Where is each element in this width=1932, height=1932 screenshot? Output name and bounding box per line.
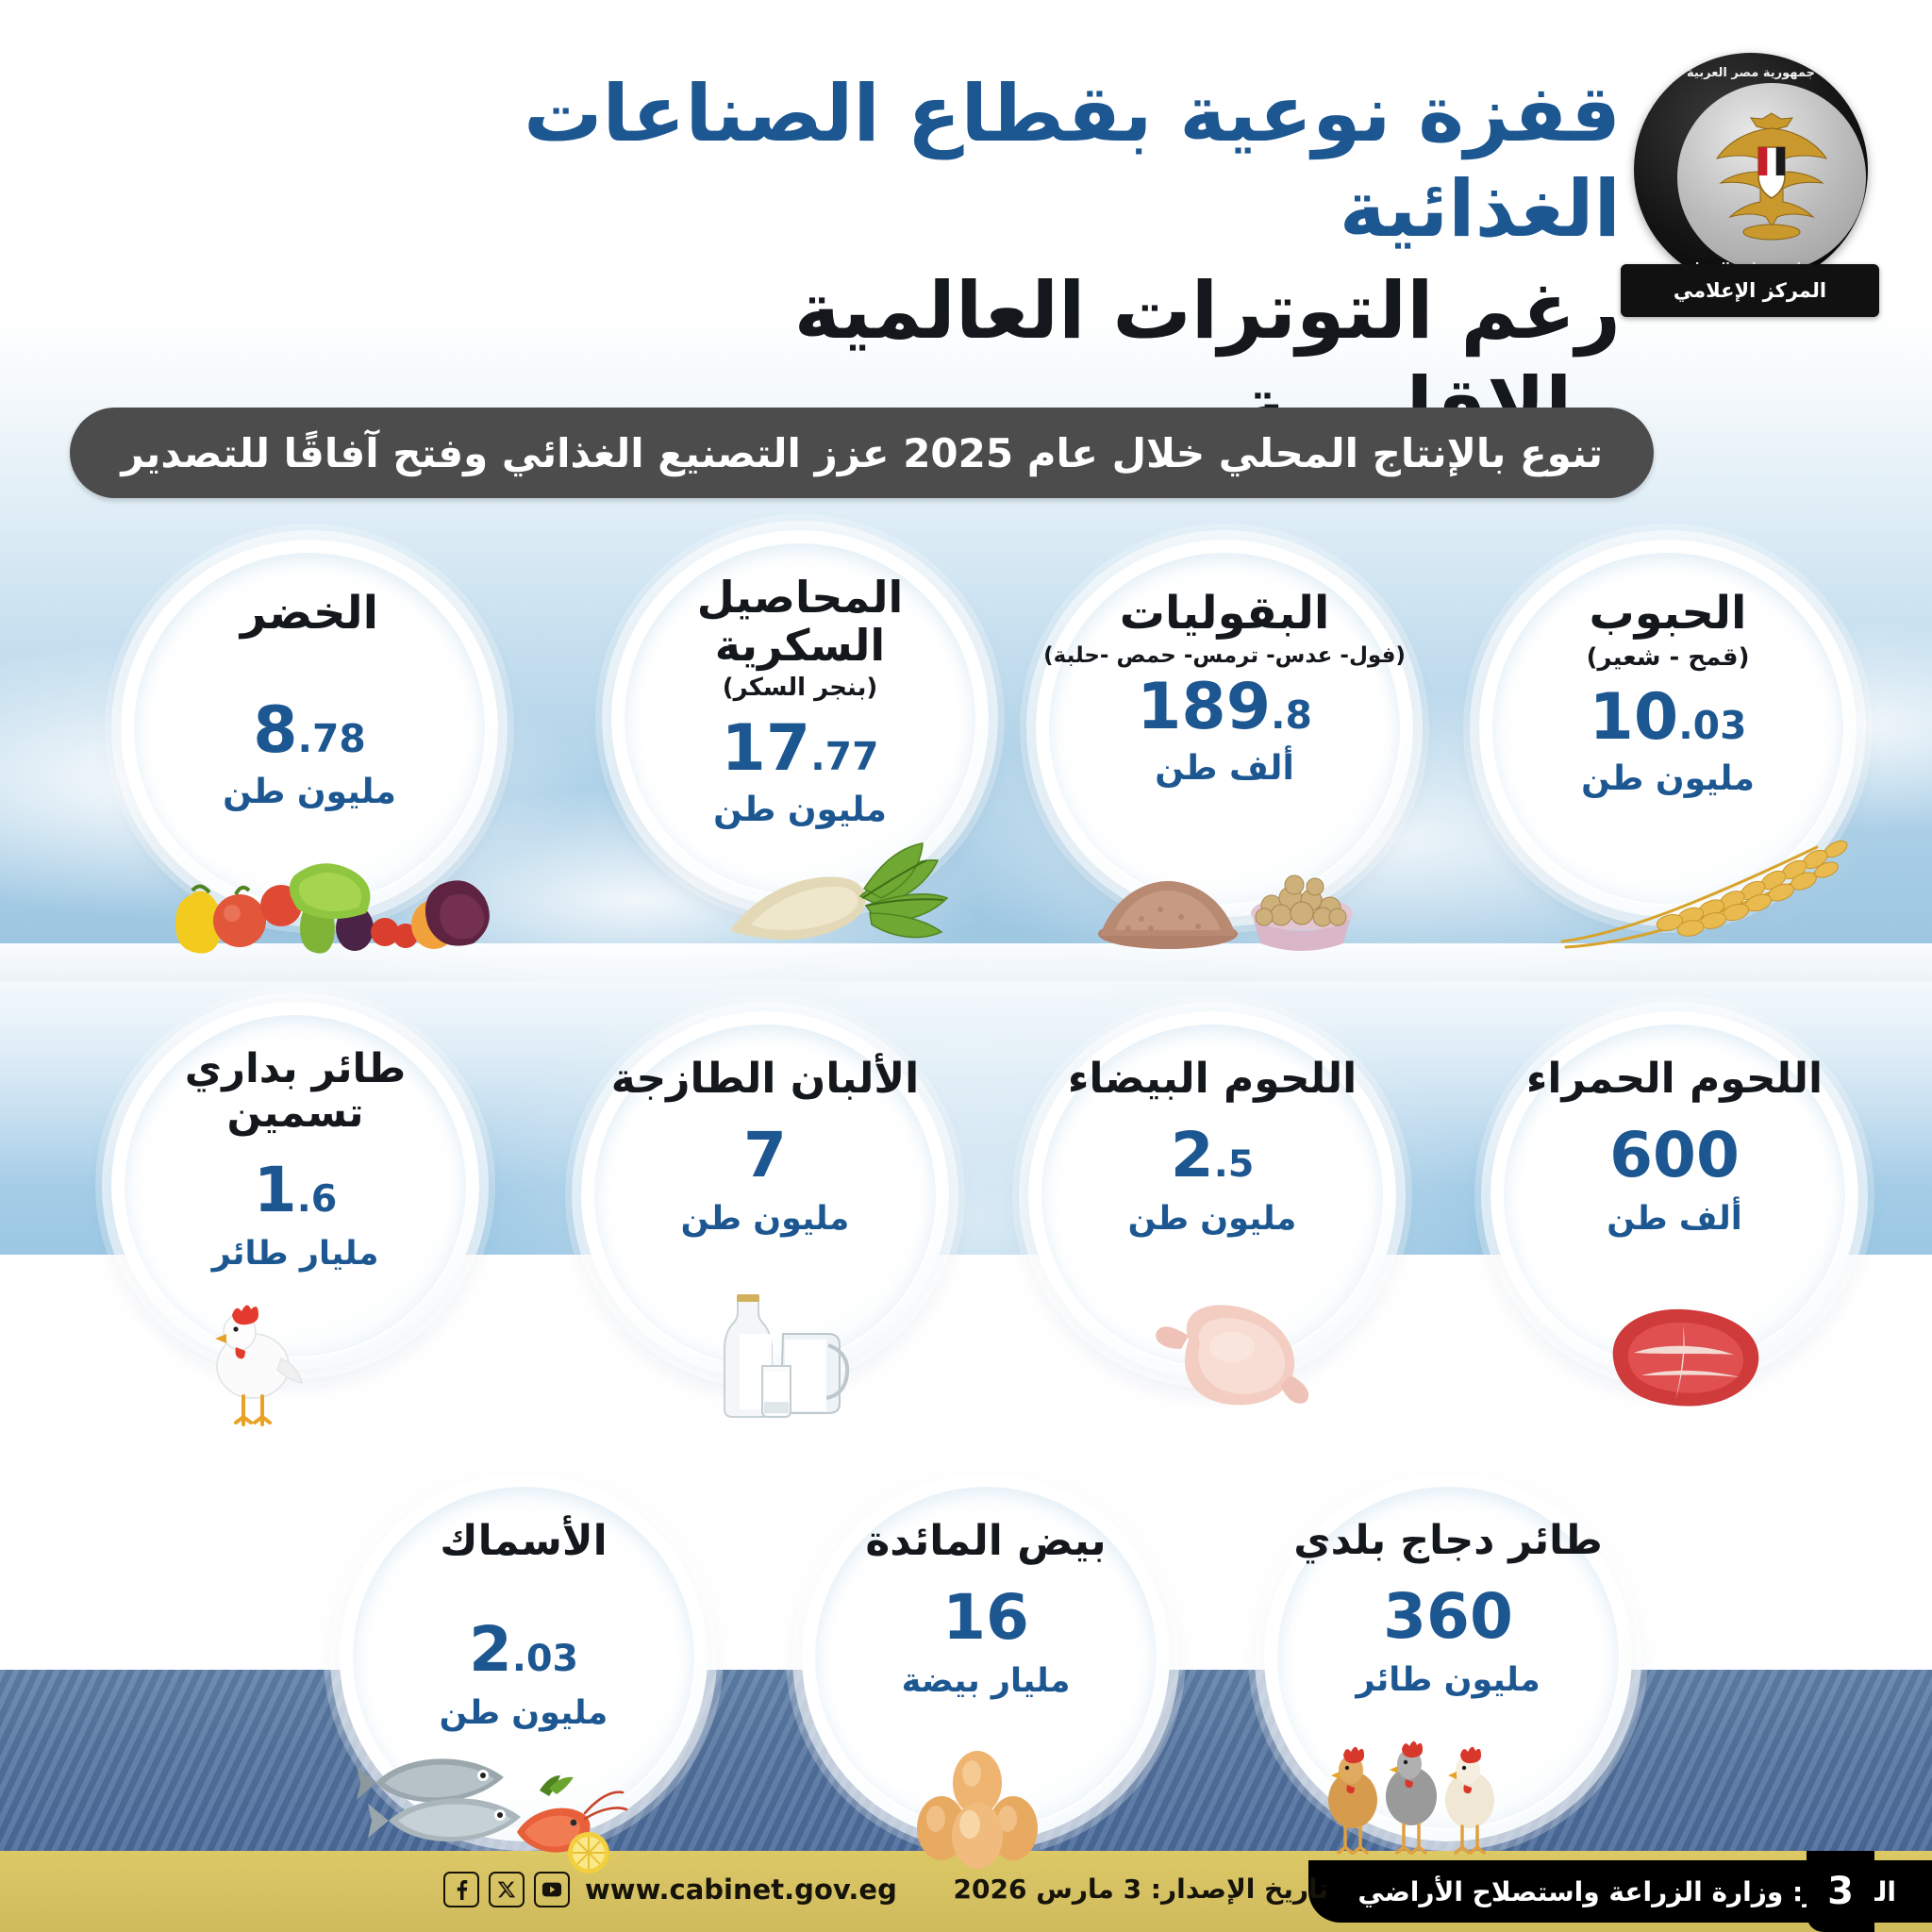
bubble-value-dec: .77 — [810, 733, 879, 779]
eagle-of-saladin-icon — [1715, 112, 1828, 241]
bubble-label: بيض المائدة — [865, 1517, 1107, 1565]
stat-bubble-legumes[interactable]: البقوليات (فول- عدس- ترمس- حمص -حلبة) 18… — [1036, 540, 1413, 917]
bubble-value-int: 360 — [1383, 1580, 1513, 1654]
bubble-value: 17.77 — [722, 702, 879, 781]
bubble-value: 8.78 — [253, 639, 366, 763]
bubble-unit: مليار بيضة — [901, 1662, 1071, 1701]
bubble-unit: ألف طن — [1607, 1200, 1742, 1239]
bubble-value: 360 — [1383, 1563, 1513, 1648]
bubble-value: 2.03 — [469, 1564, 578, 1681]
bubble-label: الخضر — [240, 587, 379, 640]
bubble-value-int: 16 — [942, 1581, 1029, 1655]
source-text: المصدر: وزارة الزراعة واستصلاح الأراضي — [1357, 1875, 1896, 1907]
bubble-value: 1.6 — [254, 1137, 338, 1222]
bubble-value: 16 — [942, 1564, 1029, 1649]
stat-bubble-baladi-chicken[interactable]: طائر دجاج بلدي 360 مليون طائر — [1264, 1474, 1632, 1841]
bubble-value: 2.5 — [1171, 1102, 1255, 1187]
bubble-unit: مليون طن — [1127, 1200, 1297, 1239]
stat-bubble-fresh-dairy[interactable]: الألبان الطازجة 7 مليون طن — [581, 1011, 949, 1379]
bubble-value-int: 7 — [743, 1119, 787, 1192]
bubble-value: 10.03 — [1590, 671, 1747, 750]
bubble-unit: مليون طن — [713, 790, 887, 829]
bubble-unit: مليون طن — [680, 1200, 850, 1239]
bubble-value-int: 2 — [468, 1613, 512, 1687]
bubble-sublabel: (بنجر السكر) — [722, 674, 878, 703]
stat-bubble-white-meat[interactable]: اللحوم البيضاء 2.5 مليون طن — [1028, 1011, 1396, 1379]
stat-bubble-sugar-crops[interactable]: المحاصيل السكرية (بنجر السكر) 17.77 مليو… — [611, 530, 989, 908]
bubble-label: الألبان الطازجة — [610, 1055, 920, 1103]
bubble-value-dec: .03 — [1678, 703, 1747, 749]
youtube-icon[interactable] — [534, 1872, 570, 1907]
bubble-unit: مليون طن — [439, 1694, 608, 1733]
bubble-label: الأسماك — [440, 1517, 608, 1565]
page-number-tab: 3 — [1807, 1851, 1874, 1932]
bubble-unit: مليون طن — [1581, 759, 1755, 799]
bubble-label: طائر دجاج بلدي — [1293, 1517, 1603, 1564]
header: قفزة نوعية بقطاع الصناعات الغذائية رغم ا… — [0, 0, 1932, 452]
issue-date: تاريخ الإصدار: 3 مارس 2026 — [953, 1874, 1328, 1905]
cabinet-logo: جمهورية مصر العربية رئاسة مجلس الوزراء ا — [1613, 45, 1887, 328]
x-icon[interactable] — [489, 1872, 525, 1907]
bubble-value-int: 600 — [1609, 1119, 1740, 1192]
bubble-value-dec: .8 — [1271, 692, 1312, 739]
bubble-value-int: 17 — [721, 710, 811, 786]
bubble-value-int: 8 — [253, 692, 298, 768]
page-number: 3 — [1827, 1870, 1854, 1913]
bubble-unit: مليار طائر — [211, 1234, 379, 1273]
bubble-unit: مليون طائر — [1356, 1661, 1541, 1700]
bubble-value-int: 1 — [253, 1153, 297, 1226]
logo-banner-text: المركز الإعلامي — [1673, 279, 1827, 302]
bubble-value-dec: .78 — [297, 715, 366, 761]
bubble-sublabel: (فول- عدس- ترمس- حمص -حلبة) — [1043, 642, 1406, 668]
stat-bubble-table-eggs[interactable]: بيض المائدة 16 مليار بيضة — [802, 1474, 1170, 1841]
bubble-sublabel: (قمح - شعير) — [1586, 642, 1750, 672]
bubble-value-dec: .03 — [511, 1637, 579, 1681]
title-line-1: قفزة نوعية بقطاع الصناعات الغذائية — [524, 68, 1622, 256]
bubble-value-dec: .6 — [296, 1176, 338, 1221]
stat-bubble-fish[interactable]: الأسماك 2.03 مليون طن — [340, 1474, 708, 1841]
stat-bubble-broiler-birds[interactable]: طائر بداري تسمين 1.6 مليار طائر — [111, 1002, 479, 1370]
footer-bar: المصدر: وزارة الزراعة واستصلاح الأراضي ت… — [0, 1851, 1932, 1932]
bubble-label: طائر بداري تسمين — [184, 1045, 407, 1138]
logo-outer-ring: جمهورية مصر العربية رئاسة مجلس الوزراء — [1634, 53, 1868, 287]
logo-banner: المركز الإعلامي — [1621, 264, 1879, 317]
bubble-unit: ألف طن — [1155, 749, 1294, 789]
bubble-label: المحاصيل السكرية — [696, 572, 904, 671]
bubble-value-int: 2 — [1170, 1119, 1214, 1192]
bubble-label: البقوليات — [1119, 587, 1330, 640]
subtitle-banner: تنوع بالإنتاج المحلي خلال عام 2025 عزز ا… — [70, 408, 1654, 498]
bubble-value: 189.8 — [1137, 668, 1312, 740]
facebook-icon[interactable] — [443, 1872, 479, 1907]
bubble-label: الحبوب — [1589, 587, 1747, 640]
website-url[interactable]: www.cabinet.gov.eg — [585, 1874, 897, 1906]
bubble-value-int: 189 — [1137, 670, 1272, 745]
page-title: قفزة نوعية بقطاع الصناعات الغذائية رغم ا… — [394, 66, 1622, 454]
logo-ring-top-text: جمهورية مصر العربية — [1687, 66, 1815, 80]
bubble-value-dec: .5 — [1213, 1142, 1255, 1187]
bubble-label: اللحوم البيضاء — [1067, 1055, 1357, 1103]
bubble-value-int: 10 — [1589, 680, 1679, 756]
subtitle-text: تنوع بالإنتاج المحلي خلال عام 2025 عزز ا… — [121, 429, 1603, 476]
stat-bubble-vegetables[interactable]: الخضر 8.78 مليون طن — [121, 540, 498, 917]
bubble-unit: مليون طن — [223, 772, 396, 811]
bubble-value: 600 — [1609, 1102, 1740, 1187]
bubble-label: اللحوم الحمراء — [1525, 1055, 1824, 1103]
stat-bubble-grains[interactable]: الحبوب (قمح - شعير) 10.03 مليون طن — [1479, 540, 1857, 917]
bubble-value: 7 — [743, 1102, 787, 1187]
stat-bubble-red-meat[interactable]: اللحوم الحمراء 600 ألف طن — [1491, 1011, 1858, 1379]
social-links — [443, 1872, 570, 1907]
